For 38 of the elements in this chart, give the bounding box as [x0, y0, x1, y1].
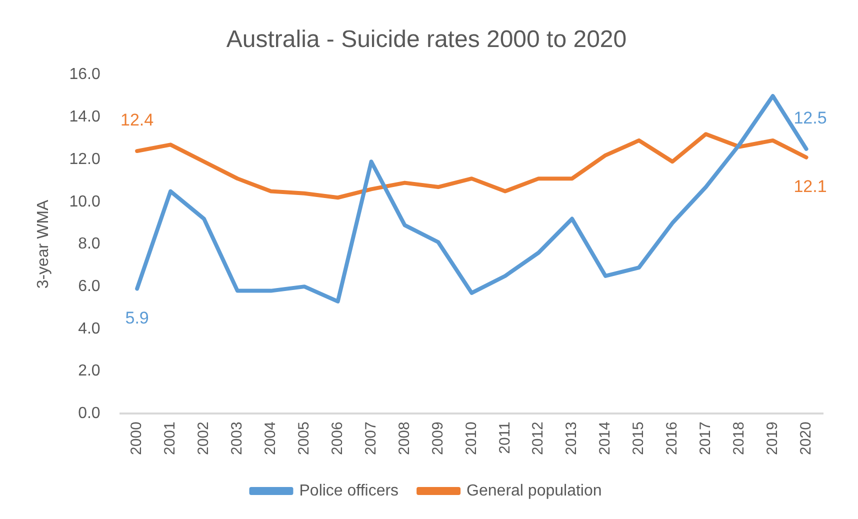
y-tick-label: 12.0: [69, 150, 100, 168]
x-tick-label: 2003: [228, 422, 246, 456]
x-tick-label: 2015: [630, 422, 648, 456]
y-tick-label: 0.0: [78, 405, 100, 422]
data-label: 12.4: [120, 110, 154, 130]
x-tick-label: 2016: [664, 422, 681, 456]
y-tick-label: 14.0: [69, 108, 100, 126]
data-label: 5.9: [125, 308, 149, 328]
x-tick-label: 2017: [697, 422, 714, 456]
y-tick-label: 16.0: [69, 66, 100, 84]
x-tick-label: 2009: [429, 422, 446, 456]
x-tick-label: 2018: [730, 422, 748, 456]
y-axis-title: 3-year WMA: [35, 199, 52, 289]
x-tick-label: 2005: [296, 422, 313, 456]
y-tick-label: 2.0: [78, 362, 100, 380]
legend-label: General population: [466, 482, 602, 500]
y-tick-label: 4.0: [78, 320, 100, 338]
x-tick-label: 2014: [596, 422, 614, 456]
y-tick-label: 6.0: [78, 278, 100, 295]
chart-title: Australia - Suicide rates 2000 to 2020: [226, 26, 627, 54]
data-label: 12.5: [794, 108, 827, 128]
y-tick-label: 8.0: [78, 236, 100, 253]
x-tick-label: 2006: [328, 422, 346, 456]
x-tick-label: 2002: [195, 422, 212, 456]
x-tick-label: 2001: [162, 422, 179, 456]
y-tick-label: 10.0: [69, 193, 100, 210]
x-tick-label: 2013: [563, 422, 580, 456]
x-tick-label: 2007: [362, 422, 380, 456]
x-tick-label: 2004: [262, 422, 280, 456]
x-tick-label: 2020: [797, 422, 814, 456]
x-tick-label: 2008: [396, 422, 413, 456]
legend-label: Police officers: [299, 482, 399, 500]
x-tick-label: 2019: [764, 422, 781, 456]
x-tick-label: 2000: [128, 422, 146, 456]
data-label: 12.1: [794, 177, 827, 196]
x-tick-label: 2012: [530, 422, 547, 456]
x-tick-label: 2011: [496, 422, 514, 454]
x-tick-label: 2010: [462, 422, 480, 456]
